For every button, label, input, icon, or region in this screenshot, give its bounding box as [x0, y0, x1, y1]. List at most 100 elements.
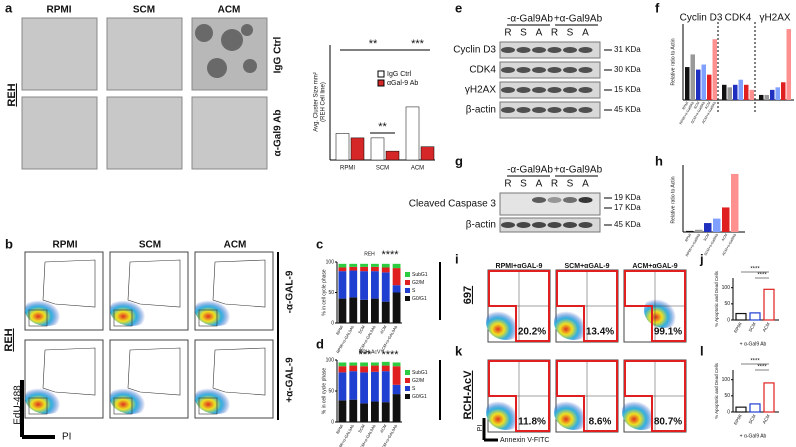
label: -α-Gal9Ab — [507, 14, 553, 25]
plot-title: SCM+αGAL-9 — [565, 263, 610, 270]
percent: 8.6% — [589, 417, 612, 428]
panel-letter: c — [316, 236, 323, 251]
percent: 11.8% — [518, 417, 546, 428]
bar-segment — [371, 401, 379, 422]
band — [563, 87, 577, 93]
label: 31 KDa — [614, 45, 641, 54]
blot — [499, 192, 601, 216]
y-tick-label: 100 — [722, 285, 731, 291]
micrograph — [106, 17, 183, 91]
band — [532, 87, 546, 93]
x-tick-label: RPMI — [335, 325, 344, 336]
bar — [690, 54, 695, 100]
chart-title: RCH-AcV — [359, 349, 381, 355]
label: Relative ratio to Actin — [670, 176, 676, 223]
y-tick-label: 0 — [727, 317, 730, 323]
significance: **** — [750, 359, 760, 365]
lane-label: A — [582, 28, 589, 39]
band — [501, 107, 515, 113]
bar-segment — [360, 362, 368, 367]
legend-label: IgG Ctrl — [387, 71, 412, 78]
flow-cloud — [644, 292, 684, 328]
legend-swatch — [405, 272, 410, 277]
y-tick-label: 50 — [328, 388, 334, 394]
panel-letter: l — [700, 343, 704, 358]
x-tick-label: ACM — [721, 233, 728, 242]
band — [547, 222, 562, 228]
band — [516, 222, 531, 228]
bar — [775, 87, 780, 100]
x-tick-label: ACM — [411, 166, 424, 172]
label: % in cell cycle phase — [321, 368, 327, 415]
bar — [735, 406, 747, 413]
plot-title: RPMI+αGAL-9 — [496, 263, 543, 270]
label: Cyclin D3 — [453, 45, 496, 56]
legend-swatch — [405, 280, 410, 285]
y-tick-label: 100 — [326, 259, 335, 265]
panel-letter: j — [699, 251, 704, 266]
x-tick-label: SCM — [376, 166, 389, 172]
significance: **** — [381, 349, 399, 361]
label: -α-GAL-9 — [285, 270, 296, 313]
lane-label: S — [567, 28, 574, 39]
band — [563, 47, 577, 53]
label: γH2AX — [465, 85, 496, 96]
x-tick-label: ACM — [762, 321, 771, 332]
label: Avg. Cluster Size mm² — [314, 72, 320, 132]
bar-segment — [371, 371, 379, 402]
label: 15 KDa — [614, 85, 641, 94]
gate — [198, 397, 218, 415]
cluster — [221, 29, 243, 51]
bar-segment — [360, 403, 368, 422]
bar — [749, 89, 754, 100]
bar — [731, 173, 739, 232]
panel-letter: a — [5, 0, 13, 15]
band — [578, 107, 593, 113]
bar — [733, 84, 738, 100]
label: IgG Ctrl — [273, 36, 284, 73]
legend-label: SubG1 — [412, 272, 428, 278]
bar-segment — [338, 400, 347, 422]
bar-segment — [371, 263, 379, 267]
bar — [712, 39, 717, 100]
lane-label: S — [520, 28, 527, 39]
bar — [722, 207, 730, 232]
band — [578, 47, 593, 53]
bar-segment — [392, 394, 401, 422]
bar-segment — [392, 285, 401, 293]
legend-swatch — [405, 394, 410, 399]
band — [578, 87, 593, 93]
legend-swatch — [405, 386, 410, 391]
bar-segment — [392, 384, 401, 395]
bar-segment — [381, 371, 390, 403]
lane-label: R — [504, 179, 511, 190]
band — [532, 107, 546, 113]
micrograph — [21, 17, 98, 91]
gate — [28, 397, 48, 415]
significance: **** — [750, 267, 760, 273]
bar-segment — [371, 365, 379, 372]
label: 30 KDa — [614, 65, 641, 74]
legend-label: S — [412, 386, 416, 392]
cluster — [207, 58, 227, 78]
significance: **** — [381, 249, 399, 261]
x-tick-label: SCM — [748, 321, 757, 332]
label: (REH Cell line) — [321, 82, 327, 122]
label: 19 KDa — [614, 193, 641, 202]
bar-segment — [360, 366, 368, 373]
label: REH — [3, 328, 15, 351]
axis-arrow — [482, 418, 498, 442]
gate — [624, 360, 686, 432]
label: RCH-AcV — [462, 370, 474, 420]
plot-title: ACM+αGAL-9 — [632, 263, 677, 270]
bar — [420, 146, 435, 161]
gate — [624, 270, 686, 342]
bar — [763, 382, 775, 413]
percent: 80.7% — [654, 417, 682, 428]
label: + α-Gal9 Ab — [740, 433, 767, 439]
gate — [488, 360, 550, 432]
y-tick-label: 0 — [331, 320, 334, 326]
band — [516, 47, 531, 53]
legend-label: G0/G1 — [412, 394, 427, 400]
label: -α-Gal9Ab — [507, 165, 553, 176]
